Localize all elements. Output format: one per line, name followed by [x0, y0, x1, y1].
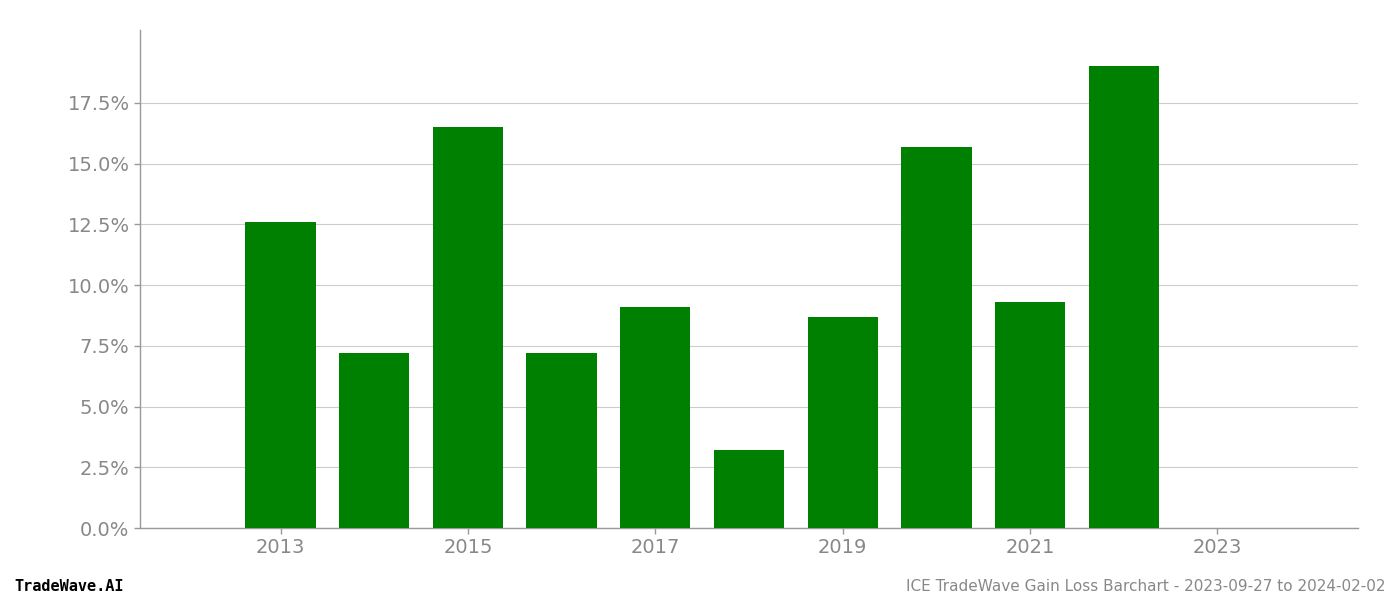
Bar: [902, 146, 972, 528]
Text: ICE TradeWave Gain Loss Barchart - 2023-09-27 to 2024-02-02: ICE TradeWave Gain Loss Barchart - 2023-…: [907, 579, 1386, 594]
Bar: [339, 353, 409, 528]
Bar: [620, 307, 690, 528]
Text: TradeWave.AI: TradeWave.AI: [14, 579, 123, 594]
Bar: [245, 222, 315, 528]
Bar: [995, 302, 1065, 528]
Bar: [1089, 67, 1159, 528]
Bar: [808, 317, 878, 528]
Bar: [714, 450, 784, 528]
Bar: [526, 353, 596, 528]
Bar: [433, 127, 503, 528]
